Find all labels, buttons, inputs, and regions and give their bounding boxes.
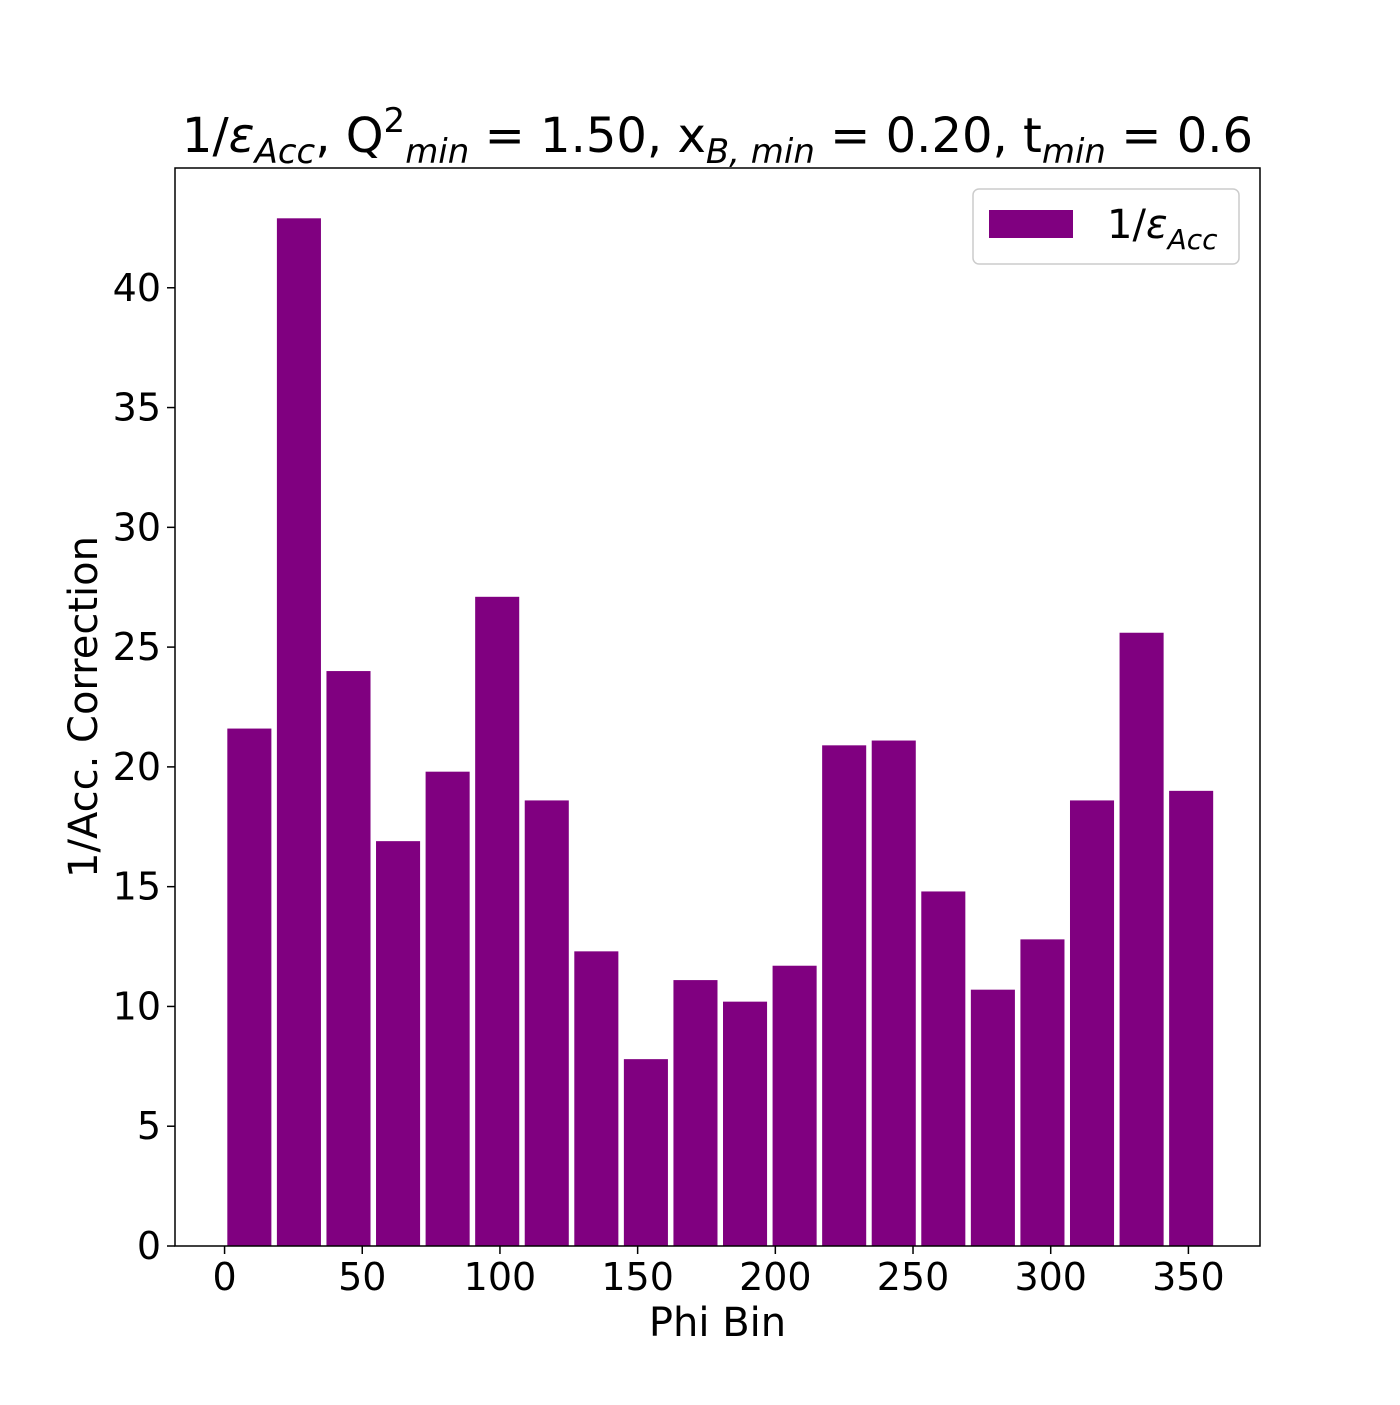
ticks-layer: 0 50 100 150 200 250 300 350 0 5 10 15 20 25 30 35 40 [113,266,1225,1299]
bar [1119,632,1164,1246]
y-tick-label: 5 [137,1104,161,1148]
bar [425,771,470,1246]
chart-title: 1/εAcc, Q2min = 1.50, xB, min = 0.20, tm… [182,101,1253,172]
x-tick-label: 350 [1152,1255,1225,1299]
x-axis-label: Phi Bin [649,1300,786,1346]
y-tick-label: 35 [113,386,161,430]
legend-label: 1/εAcc [1107,202,1218,256]
legend-swatch [989,210,1073,238]
plain-text: = 1.50, x [469,108,706,164]
bars-layer [227,218,1214,1247]
subscript-text: min [1042,132,1106,172]
bar [921,891,966,1246]
plain-text: = 0.6 [1106,108,1253,164]
subscript-text: B, min [706,132,815,172]
bar [673,980,718,1246]
italic-text: ε [229,108,255,164]
x-tick-label: 300 [1014,1255,1087,1299]
plot-frame [174,167,1261,1247]
bar [227,728,272,1246]
bar [871,740,916,1246]
bar [276,218,321,1247]
y-tick-label: 40 [113,266,161,310]
y-tick-label: 25 [113,625,161,669]
plain-text: 1/ [1107,202,1146,248]
bar [1020,939,1065,1246]
italic-text: ε [1146,202,1168,248]
bar [1169,790,1214,1246]
bar [475,596,520,1246]
y-tick-label: 20 [113,745,161,789]
y-tick-label: 30 [113,505,161,549]
y-tick-label: 15 [113,865,161,909]
y-tick-label: 10 [113,984,161,1028]
legend-box [972,188,1240,265]
legend: 1/εAcc [972,188,1240,265]
x-tick-label: 150 [601,1255,674,1299]
x-tick-label: 0 [212,1255,236,1299]
plain-text: , Q [315,108,383,164]
bar [970,989,1015,1246]
superscript-text: 2 [384,101,406,141]
plain-text: 1/ [182,108,230,164]
bar [822,745,867,1246]
bar [1069,800,1115,1246]
bar [772,965,817,1246]
subscript-text: Acc [253,132,316,172]
bar [326,671,371,1246]
bar [524,800,569,1246]
bar [623,1059,668,1246]
x-tick-label: 100 [464,1255,537,1299]
x-tick-label: 200 [739,1255,812,1299]
bar [723,1001,768,1246]
y-axis-label: 1/Acc. Correction [61,536,107,878]
x-tick-label: 50 [338,1255,386,1299]
y-tick-label: 0 [137,1224,161,1268]
bar [574,951,619,1246]
subscript-text: min [405,132,469,172]
bar [376,841,421,1246]
x-tick-label: 250 [877,1255,950,1299]
subscript-text: Acc [1166,223,1219,256]
plain-text: = 0.20, t [815,108,1042,164]
